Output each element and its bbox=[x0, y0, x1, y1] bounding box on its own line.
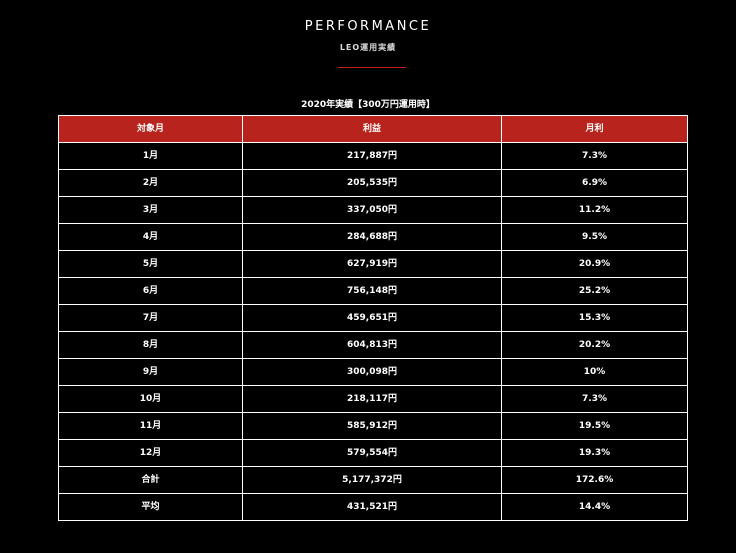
cell-month: 3月 bbox=[58, 196, 243, 224]
cell-monthly-rate: 10% bbox=[501, 358, 688, 386]
cell-monthly-rate: 172.6% bbox=[501, 466, 688, 494]
cell-month: 4月 bbox=[58, 223, 243, 251]
cell-month: 9月 bbox=[58, 358, 243, 386]
cell-monthly-rate: 9.5% bbox=[501, 223, 688, 251]
cell-monthly-rate: 25.2% bbox=[501, 277, 688, 305]
table-row: 3月 337,050円 11.2% bbox=[58, 196, 688, 224]
cell-month: 8月 bbox=[58, 331, 243, 359]
cell-profit: 585,912円 bbox=[242, 412, 502, 440]
title-divider bbox=[338, 67, 406, 68]
cell-month: 1月 bbox=[58, 142, 243, 170]
table-row: 1月 217,887円 7.3% bbox=[58, 142, 688, 170]
cell-month: 2月 bbox=[58, 169, 243, 197]
page-subtitle: LEO運用実績 bbox=[339, 43, 397, 52]
table-row: 2月 205,535円 6.9% bbox=[58, 169, 688, 197]
cell-profit: 5,177,372円 bbox=[242, 466, 502, 494]
table-row-average: 平均 431,521円 14.4% bbox=[58, 493, 688, 521]
cell-profit: 579,554円 bbox=[242, 439, 502, 467]
cell-monthly-rate: 7.3% bbox=[501, 385, 688, 413]
table-row: 5月 627,919円 20.9% bbox=[58, 250, 688, 278]
cell-profit: 300,098円 bbox=[242, 358, 502, 386]
cell-profit: 459,651円 bbox=[242, 304, 502, 332]
cell-profit: 205,535円 bbox=[242, 169, 502, 197]
cell-month: 12月 bbox=[58, 439, 243, 467]
column-header-profit: 利益 bbox=[242, 115, 502, 143]
table-row: 10月 218,117円 7.3% bbox=[58, 385, 688, 413]
cell-profit: 284,688円 bbox=[242, 223, 502, 251]
cell-monthly-rate: 15.3% bbox=[501, 304, 688, 332]
cell-profit: 627,919円 bbox=[242, 250, 502, 278]
table-caption: 2020年実績【300万円運用時】 bbox=[301, 100, 435, 110]
table-header-row: 対象月 利益 月利 bbox=[58, 115, 688, 143]
cell-month: 6月 bbox=[58, 277, 243, 305]
page-title: PERFORMANCE bbox=[304, 19, 432, 34]
cell-monthly-rate: 11.2% bbox=[501, 196, 688, 224]
cell-profit: 756,148円 bbox=[242, 277, 502, 305]
cell-profit: 337,050円 bbox=[242, 196, 502, 224]
cell-month: 5月 bbox=[58, 250, 243, 278]
table-row: 11月 585,912円 19.5% bbox=[58, 412, 688, 440]
cell-month: 11月 bbox=[58, 412, 243, 440]
cell-monthly-rate: 20.9% bbox=[501, 250, 688, 278]
column-header-month: 対象月 bbox=[58, 115, 243, 143]
cell-monthly-rate: 19.5% bbox=[501, 412, 688, 440]
cell-monthly-rate: 20.2% bbox=[501, 331, 688, 359]
cell-month: 合計 bbox=[58, 466, 243, 494]
cell-monthly-rate: 19.3% bbox=[501, 439, 688, 467]
cell-month: 平均 bbox=[58, 493, 243, 521]
cell-profit: 604,813円 bbox=[242, 331, 502, 359]
table-row: 6月 756,148円 25.2% bbox=[58, 277, 688, 305]
table-row: 12月 579,554円 19.3% bbox=[58, 439, 688, 467]
cell-profit: 218,117円 bbox=[242, 385, 502, 413]
table-row: 7月 459,651円 15.3% bbox=[58, 304, 688, 332]
table-row-total: 合計 5,177,372円 172.6% bbox=[58, 466, 688, 494]
performance-table: 対象月 利益 月利 1月 217,887円 7.3% 2月 205,535円 6… bbox=[58, 115, 688, 521]
column-header-monthly-rate: 月利 bbox=[501, 115, 688, 143]
table-row: 9月 300,098円 10% bbox=[58, 358, 688, 386]
table-row: 8月 604,813円 20.2% bbox=[58, 331, 688, 359]
cell-monthly-rate: 6.9% bbox=[501, 169, 688, 197]
cell-month: 10月 bbox=[58, 385, 243, 413]
table-row: 4月 284,688円 9.5% bbox=[58, 223, 688, 251]
cell-profit: 431,521円 bbox=[242, 493, 502, 521]
cell-monthly-rate: 7.3% bbox=[501, 142, 688, 170]
cell-month: 7月 bbox=[58, 304, 243, 332]
cell-monthly-rate: 14.4% bbox=[501, 493, 688, 521]
cell-profit: 217,887円 bbox=[242, 142, 502, 170]
